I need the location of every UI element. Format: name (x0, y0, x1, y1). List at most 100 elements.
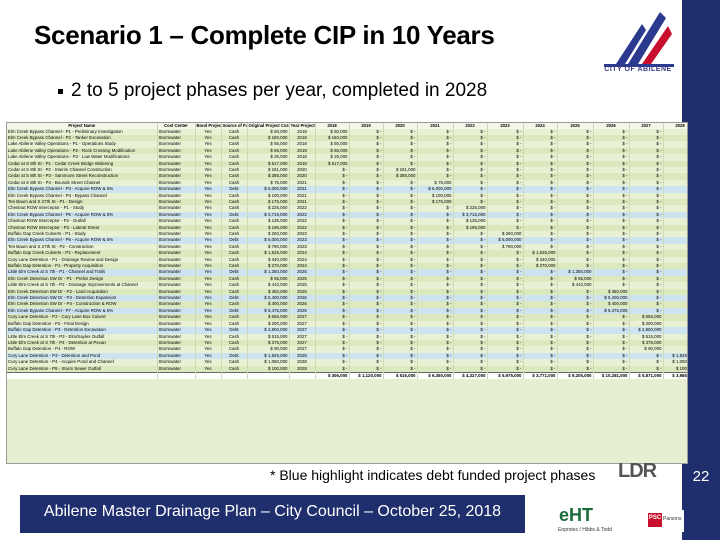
table-cell: $ - (383, 256, 418, 264)
table-cell: $ - (523, 327, 558, 334)
table-cell (195, 371, 222, 380)
table-cell: $ - (487, 333, 524, 340)
table-cell: $ - (663, 141, 687, 148)
table-row: Elm Creek Bypass Channel - P4 - Bypass C… (7, 192, 687, 199)
column-header: Source of Funding (221, 123, 248, 129)
total-cell: $ 516,000 (383, 371, 418, 380)
table-row: Elm Creek Detention SW Dr - P3 - Detenti… (7, 295, 687, 302)
table-cell: $ 100,000 (663, 365, 687, 373)
table-cell: $ - (417, 231, 454, 238)
table-cell: Yes (195, 269, 222, 276)
table-cell: $ - (349, 198, 384, 206)
table-cell: $ - (349, 224, 384, 231)
table-cell: $ - (383, 128, 418, 135)
table-cell: $ - (629, 173, 664, 180)
table-cell: $ - (453, 288, 488, 296)
table-cell: $ - (487, 147, 524, 155)
table-cell: $ - (349, 192, 384, 199)
table-cell: $ - (315, 263, 350, 270)
table-cell: $ - (593, 141, 630, 148)
table-cell: $ - (487, 359, 524, 366)
table-cell: $ - (453, 339, 488, 347)
table-cell: $ - (557, 243, 594, 251)
table-cell: $ - (453, 314, 488, 321)
table-cell: $ - (383, 198, 418, 206)
table-cell: $ 25,000 (247, 154, 290, 161)
table-cell: $ - (523, 192, 558, 199)
table-cell: Buffalo Gap Creek Culverts - P2 - Replac… (7, 250, 158, 257)
table-cell: 2022 (289, 211, 316, 219)
table-cell: $ - (487, 134, 524, 142)
table-row: Chestnut ROW Interceptor - P2 - Outfall S… (7, 218, 687, 225)
table-cell: $ - (523, 275, 558, 283)
table-cell: $ - (315, 179, 350, 187)
table-cell: $ - (383, 243, 418, 251)
table-cell: $ - (417, 301, 454, 308)
table-cell: $ 1,525,000 (523, 250, 558, 257)
table-cell: $ - (523, 147, 558, 155)
table-cell: $ - (629, 301, 664, 308)
table-cell: Cash (221, 263, 248, 270)
table-cell: $ 655,000 (247, 314, 290, 321)
table-cell: $ - (593, 352, 630, 360)
table-cell: $ - (315, 314, 350, 321)
table-cell: Yes (195, 339, 222, 347)
table-cell: $ - (487, 173, 524, 180)
table-cell: $ 100,000 (247, 192, 290, 199)
table-cell: $ - (523, 186, 558, 193)
table-cell: $ 350,000 (593, 288, 630, 296)
table-cell: $ - (487, 307, 524, 315)
table-cell: $ - (663, 166, 687, 174)
table-cell: Stormwater (157, 243, 196, 251)
table-cell: $ - (383, 307, 418, 315)
table-cell: $ - (349, 301, 384, 308)
table-cell: 2026 (289, 295, 316, 302)
table-row: Buffalo Gap Detention - P4 - ROW Stormwat… (7, 346, 687, 353)
table-cell: $ - (315, 301, 350, 308)
table-cell: $ - (557, 160, 594, 167)
table-cell: $ - (487, 256, 524, 264)
table-cell: $ - (315, 192, 350, 199)
table-cell: $ 410,000 (557, 282, 594, 289)
table-cell: $ - (453, 243, 488, 251)
column-header: 2018 (315, 123, 350, 129)
table-row: Buffalo Gap Detention - P3 - Detention E… (7, 327, 687, 334)
table-cell: $ - (383, 320, 418, 328)
table-cell: Cash (221, 333, 248, 340)
table-cell: $ - (557, 327, 594, 334)
table-cell: Stormwater (157, 231, 196, 238)
table-cell: $ - (349, 160, 384, 167)
table-cell: $ - (663, 179, 687, 187)
table-cell: $ - (557, 173, 594, 180)
table-cell: Stormwater (157, 314, 196, 321)
table-cell: $ - (383, 211, 418, 219)
table-cell: $ - (523, 346, 558, 353)
table-row: Ten Baum and S 27th St - P1 - Design Stor… (7, 198, 687, 206)
table-cell: $ - (629, 365, 664, 373)
table-cell: 2024 (289, 256, 316, 264)
table-cell: Debt (221, 269, 248, 276)
table-cell: $ - (629, 307, 664, 315)
table-cell: $ - (383, 269, 418, 276)
table-cell: Stormwater (157, 134, 196, 142)
table-cell: Buffalo Gap Detention - P3 - Detention E… (7, 327, 158, 334)
table-cell: $ - (593, 263, 630, 270)
table-cell: $ - (557, 154, 594, 161)
table-cell: $ - (417, 269, 454, 276)
table-cell: $ - (593, 160, 630, 167)
table-cell: $ - (593, 314, 630, 321)
table-cell: $ 55,000 (247, 275, 290, 283)
table-cell: $ - (417, 359, 454, 366)
table-cell: $ - (629, 128, 664, 135)
table-cell: $ 90,000 (629, 346, 664, 353)
table-row: Little Elm Creek at S 7th - P3 - Elm/Say… (7, 333, 687, 340)
table-cell: Yes (195, 314, 222, 321)
table-cell: $ - (593, 333, 630, 340)
table-cell: Yes (195, 327, 222, 334)
table-cell: Elm Creek Detention SW Dr - P1 - Prelim … (7, 275, 158, 283)
table-cell: 2018 (289, 147, 316, 155)
table-cell: $ - (593, 147, 630, 155)
table-cell: $ - (315, 250, 350, 257)
table-cell: Cash (221, 166, 248, 174)
table-cell: Stormwater (157, 166, 196, 174)
